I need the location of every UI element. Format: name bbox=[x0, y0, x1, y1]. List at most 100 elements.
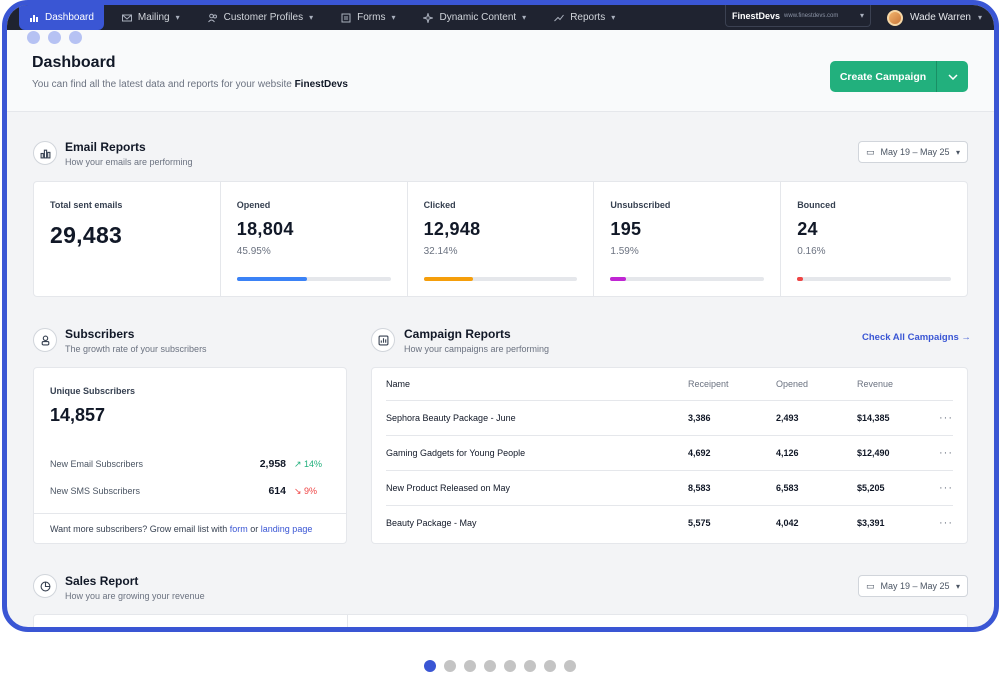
page-subtitle-text: You can find all the latest data and rep… bbox=[32, 79, 292, 90]
pagination-dot-active[interactable] bbox=[424, 660, 436, 672]
nav-dynamic-content[interactable]: Dynamic Content ▾ bbox=[413, 5, 536, 30]
envelope-icon bbox=[121, 14, 132, 21]
campaign-recipients: 8,583 bbox=[688, 483, 711, 493]
pagination-dot[interactable] bbox=[564, 660, 576, 672]
progress-fill bbox=[236, 277, 308, 281]
subscribers-footer-text: Want more subscribers? Grow email list w… bbox=[50, 524, 228, 534]
nav-customer-profiles-label: Customer Profiles bbox=[223, 12, 304, 23]
calendar-icon: ▭ bbox=[866, 146, 875, 157]
subscribers-row-label: New SMS Subscribers bbox=[50, 486, 141, 496]
campaign-recipients: 3,386 bbox=[688, 413, 711, 423]
unique-subscribers-label: Unique Subscribers bbox=[50, 386, 136, 396]
subscribers-card: Unique Subscribers 14,857 New Email Subs… bbox=[33, 367, 347, 544]
nav-forms-label: Forms bbox=[357, 12, 386, 23]
site-name: FinestDevs bbox=[732, 10, 781, 21]
trend-icon bbox=[554, 14, 565, 21]
chevron-down-icon: ▾ bbox=[522, 13, 527, 22]
pagination-dot[interactable] bbox=[444, 660, 456, 672]
page-subtitle-brand: FinestDevs bbox=[294, 79, 348, 90]
column-header-opened: Opened bbox=[776, 379, 809, 389]
pagination-dot[interactable] bbox=[484, 660, 496, 672]
stat-label: Opened bbox=[236, 200, 271, 210]
landing-page-link[interactable]: landing page bbox=[260, 524, 313, 534]
site-selector[interactable]: FinestDevs www.finestdevs.com ▾ bbox=[725, 5, 871, 27]
progress-bar bbox=[423, 277, 578, 281]
more-icon[interactable]: ··· bbox=[939, 482, 953, 494]
campaign-opened: 4,126 bbox=[776, 448, 799, 458]
nav-forms[interactable]: Forms ▾ bbox=[331, 5, 405, 30]
more-icon[interactable]: ··· bbox=[939, 412, 953, 424]
user-menu[interactable]: Wade Warren ▾ bbox=[887, 5, 982, 30]
chevron-down-icon: ▾ bbox=[175, 13, 180, 22]
create-campaign-button[interactable]: Create Campaign bbox=[830, 61, 968, 92]
avatar bbox=[887, 9, 903, 26]
campaign-reports-subtitle: How your campaigns are performing bbox=[404, 344, 550, 354]
pagination-dot[interactable] bbox=[464, 660, 476, 672]
page-subtitle: You can find all the latest data and rep… bbox=[32, 79, 348, 90]
stat-total-value: 29,483 bbox=[50, 222, 123, 248]
stat-bounced: Bounced 24 0.16% bbox=[781, 182, 967, 296]
trend-up-badge: ↗ 14% bbox=[294, 458, 323, 469]
stat-value: 18,804 bbox=[236, 219, 294, 239]
campaign-opened: 2,493 bbox=[776, 413, 799, 423]
subscribers-title: Subscribers bbox=[65, 327, 135, 341]
table-row[interactable]: Beauty Package - May 5,575 4,042 $3,391 … bbox=[386, 505, 953, 540]
stat-percent: 0.16% bbox=[797, 246, 826, 257]
stat-opened: Opened 18,804 45.95% bbox=[221, 182, 408, 296]
email-reports-subtitle: How your emails are performing bbox=[65, 157, 193, 167]
users-icon bbox=[207, 13, 217, 22]
campaign-table: Name Receipent Opened Revenue Sephora Be… bbox=[371, 367, 968, 544]
more-icon[interactable]: ··· bbox=[939, 517, 953, 529]
subscribers-row-value: 2,958 bbox=[259, 458, 286, 470]
form-link[interactable]: form bbox=[229, 524, 248, 534]
campaign-name: Gaming Gadgets for Young People bbox=[386, 448, 526, 458]
progress-bar bbox=[797, 277, 951, 281]
stat-value: 24 bbox=[797, 219, 818, 239]
column-header-recipient: Receipent bbox=[688, 379, 729, 389]
stat-total-sent: Total sent emails 29,483 bbox=[34, 182, 221, 296]
table-row[interactable]: Gaming Gadgets for Young People 4,692 4,… bbox=[386, 435, 953, 470]
pie-chart-icon bbox=[33, 574, 57, 598]
trend-down-badge: ↘ 9% bbox=[294, 485, 318, 496]
progress-fill bbox=[797, 277, 804, 281]
sales-date-range-value: May 19 – May 25 bbox=[880, 581, 950, 591]
stat-clicked: Clicked 12,948 32.14% bbox=[408, 182, 595, 296]
window-dot-icon bbox=[48, 31, 61, 44]
pagination-dot[interactable] bbox=[504, 660, 516, 672]
check-all-campaigns-link[interactable]: Check All Campaigns → bbox=[862, 332, 971, 343]
table-row[interactable]: New Product Released on May 8,583 6,583 … bbox=[386, 470, 953, 505]
nav-mailing[interactable]: Mailing ▾ bbox=[112, 5, 190, 30]
campaign-recipients: 4,692 bbox=[688, 448, 711, 458]
email-reports-title: Email Reports bbox=[65, 140, 146, 154]
email-date-range-select[interactable]: ▭ May 19 – May 25 ▾ bbox=[858, 141, 968, 163]
campaign-opened: 6,583 bbox=[776, 483, 799, 493]
campaign-revenue: $14,385 bbox=[857, 413, 890, 423]
stat-label: Bounced bbox=[797, 200, 836, 210]
nav-reports[interactable]: Reports ▾ bbox=[544, 5, 625, 30]
pagination-dot[interactable] bbox=[544, 660, 556, 672]
email-date-range-value: May 19 – May 25 bbox=[880, 147, 950, 157]
create-campaign-dropdown[interactable] bbox=[936, 61, 968, 92]
nav-reports-label: Reports bbox=[570, 12, 606, 23]
stat-percent: 1.59% bbox=[610, 246, 639, 257]
sales-report-subtitle: How you are growing your revenue bbox=[65, 591, 205, 601]
nav-dashboard[interactable]: Dashboard bbox=[19, 5, 104, 30]
bar-chart-icon bbox=[30, 14, 38, 22]
more-icon[interactable]: ··· bbox=[939, 447, 953, 459]
stat-value: 195 bbox=[610, 219, 642, 239]
calendar-icon: ▭ bbox=[866, 580, 875, 591]
campaign-revenue: $5,205 bbox=[857, 483, 885, 493]
table-row[interactable]: Sephora Beauty Package - June 3,386 2,49… bbox=[386, 400, 953, 435]
unique-subscribers-value: 14,857 bbox=[50, 405, 106, 425]
stat-label: Clicked bbox=[423, 200, 456, 210]
nav-customer-profiles[interactable]: Customer Profiles ▾ bbox=[198, 5, 323, 30]
campaign-reports-title: Campaign Reports bbox=[404, 327, 511, 341]
progress-bar bbox=[236, 277, 391, 281]
chevron-down-icon: ▾ bbox=[309, 13, 314, 22]
site-url: www.finestdevs.com bbox=[784, 12, 839, 19]
sales-date-range-select[interactable]: ▭ May 19 – May 25 ▾ bbox=[858, 575, 968, 597]
create-campaign-label: Create Campaign bbox=[839, 70, 927, 83]
carousel-pagination bbox=[424, 660, 576, 672]
pagination-dot[interactable] bbox=[524, 660, 536, 672]
nav-dynamic-content-label: Dynamic Content bbox=[439, 12, 517, 23]
